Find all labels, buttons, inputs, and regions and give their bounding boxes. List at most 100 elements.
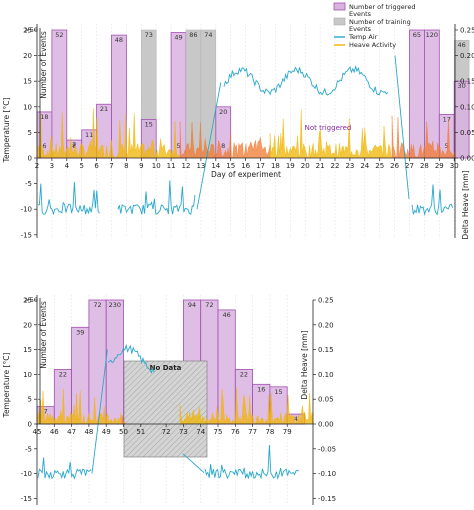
heave-activity-trace-2 — [269, 109, 393, 159]
label-training-day-30: 46 — [458, 41, 466, 49]
x-tick-label-20: 20 — [301, 162, 310, 170]
bar-triggered-day-30 — [453, 80, 470, 159]
x-tick-label-79: 79 — [283, 428, 292, 436]
x-tick-label-50: 50 — [119, 428, 128, 436]
temp-tick-label-6: -5 — [25, 445, 32, 453]
temp-air-trace-2 — [107, 343, 155, 374]
heave-tick-label-4: 0.05 — [460, 129, 474, 137]
temp-axis-label: Temperature [°C] — [2, 98, 11, 164]
heave-tick-label-6: -0.05 — [318, 445, 336, 453]
x-tick-label-8: 8 — [124, 162, 128, 170]
x-axis-label: Day of experiment — [211, 170, 281, 179]
heave-activity-trace-1 — [121, 415, 126, 425]
bar-triggered-day-27 — [409, 29, 425, 159]
legend-label-training-2: Events — [349, 25, 372, 33]
x-tick-label-21: 21 — [316, 162, 325, 170]
x-tick-label-16: 16 — [241, 162, 250, 170]
x-tick-label-23: 23 — [345, 162, 354, 170]
x-tick-label-12: 12 — [182, 162, 191, 170]
label-triggered-day-75: 46 — [223, 311, 231, 319]
label-triggered-day-46: 22 — [59, 370, 67, 378]
bar-triggered-day-3 — [51, 29, 68, 159]
x-tick-label-46: 46 — [50, 428, 59, 436]
temp-tick-label-3: 10 — [23, 371, 32, 379]
label-triggered-day-47: 39 — [76, 328, 84, 336]
x-tick-label-26: 26 — [390, 162, 399, 170]
label-training-day-13: 74 — [204, 31, 212, 39]
not-triggered-annotation: Not triggered — [305, 124, 352, 132]
label-triggered-day-77: 16 — [257, 385, 265, 393]
temp-tick-label-0: 25 — [23, 297, 32, 305]
label-triggered-day-76: 22 — [240, 370, 248, 378]
heave-tick-label-3: 0.10 — [460, 103, 474, 111]
heave-tick-label-1: 0.20 — [318, 321, 334, 329]
label-triggered-day-7: 48 — [115, 36, 123, 44]
temp-tick-label-8: -15 — [21, 231, 32, 239]
label-triggered-day-14: 20 — [219, 108, 227, 116]
heave-tick-label-0: 0.25 — [460, 27, 474, 35]
temp-air-trace-2 — [196, 82, 222, 210]
label-triggered-day-29: 17 — [443, 115, 451, 123]
x-tick-label-14: 14 — [211, 162, 220, 170]
x-tick-label-9: 9 — [139, 162, 143, 170]
label-training-day-12: 86 — [189, 31, 197, 39]
legend: Number of triggered Events Number of tra… — [333, 2, 415, 49]
temp-tick-label-0: 25 — [23, 27, 32, 35]
temp-tick-label-2: 15 — [23, 346, 32, 354]
label-triggered-day-74: 72 — [205, 301, 213, 309]
heave-tick-label-7: -0.10 — [318, 470, 336, 478]
bar-triggered-day-48 — [88, 299, 107, 425]
legend-label-triggered: Number of triggered — [349, 3, 415, 11]
legend-label-temp: Temp Air — [348, 33, 378, 41]
label-small-count-4: 5 — [445, 142, 449, 150]
legend-swatch-training — [333, 17, 346, 26]
x-tick-label-6: 6 — [94, 162, 99, 170]
heave-tick-label-5: 0.00 — [460, 155, 474, 163]
heave-activity-trace-0 — [36, 108, 181, 159]
heave-axis-label: Delta Heave [mm] — [461, 170, 470, 239]
temp-air-trace-1 — [117, 180, 196, 215]
label-triggered-day-79: 4 — [294, 415, 298, 423]
temp-tick-label-2: 15 — [23, 78, 32, 86]
no-data-region — [123, 360, 208, 458]
events-axis-label: Number of Events — [39, 301, 48, 369]
x-tick-label-77: 77 — [248, 428, 257, 436]
temp-air-trace-3 — [223, 64, 389, 96]
label-small-count-1: 8 — [72, 142, 76, 150]
label-triggered-day-30: 30 — [458, 82, 466, 90]
x-tick-label-5: 5 — [79, 162, 83, 170]
x-tick-label-19: 19 — [286, 162, 295, 170]
x-tick-label-78: 78 — [265, 428, 274, 436]
label-triggered-day-5: 11 — [85, 131, 93, 139]
heave-tick-label-2: 0.15 — [460, 78, 474, 86]
x-tick-label-2: 2 — [35, 162, 39, 170]
temp-air-trace-4 — [204, 444, 299, 480]
label-triggered-day-4: 7 — [72, 141, 76, 149]
x-tick-label-45: 45 — [33, 428, 42, 436]
label-triggered-day-27: 65 — [413, 31, 421, 39]
x-tick-label-30: 30 — [450, 162, 459, 170]
temp-tick-label-6: -5 — [25, 180, 32, 188]
temp-air-trace-3 — [182, 453, 205, 474]
label-triggered-day-45: 7 — [44, 408, 48, 416]
heave-axis-label: Delta Heave [mm] — [300, 330, 309, 399]
label-triggered-day-11: 49 — [174, 34, 182, 42]
heave-tick-label-0: 0.25 — [318, 297, 334, 305]
label-triggered-day-73: 94 — [188, 301, 196, 309]
x-tick-label-3: 3 — [50, 162, 54, 170]
legend-label-triggered-2: Events — [349, 10, 372, 18]
label-triggered-day-49: 230 — [109, 301, 121, 309]
temp-tick-label-5: 0 — [28, 421, 32, 429]
temp-air-trace-0 — [37, 457, 92, 480]
x-tick-label-15: 15 — [226, 162, 235, 170]
label-training-day-9: 73 — [145, 31, 153, 39]
temp-tick-label-1: 20 — [23, 321, 32, 329]
temp-tick-label-1: 20 — [23, 52, 32, 60]
heave-tick-label-1: 0.20 — [460, 52, 474, 60]
x-tick-label-25: 25 — [375, 162, 384, 170]
label-small-count-2: 5 — [176, 142, 180, 150]
x-tick-label-13: 13 — [196, 162, 205, 170]
x-tick-label-7: 7 — [109, 162, 113, 170]
